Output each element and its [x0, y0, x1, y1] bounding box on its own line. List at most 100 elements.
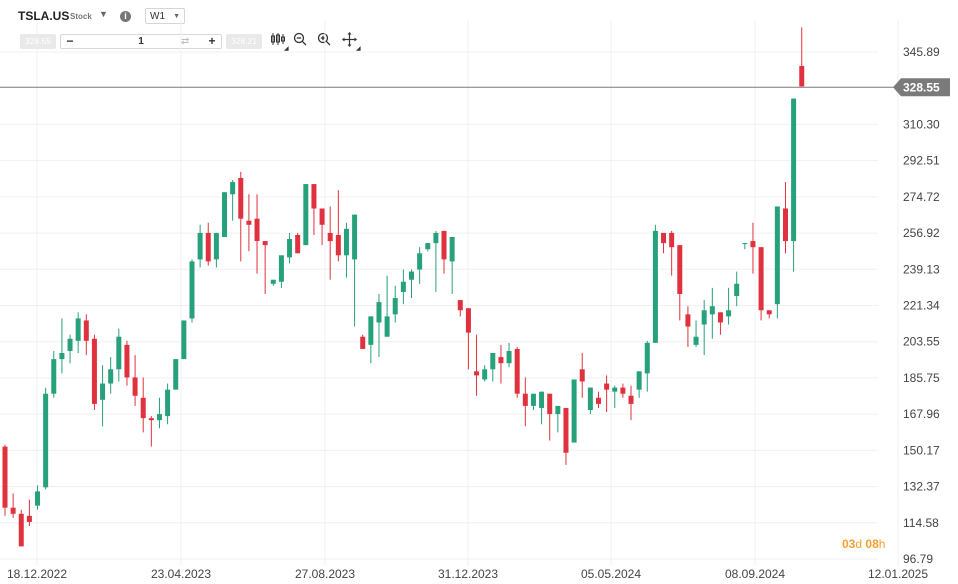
candle-body[interactable] [799, 66, 805, 87]
candle-body[interactable] [384, 316, 390, 337]
candle-body[interactable] [717, 312, 723, 323]
buy-price-button[interactable]: 328.21 [226, 34, 262, 49]
candle-body[interactable] [368, 316, 374, 345]
candle-body[interactable] [457, 300, 463, 311]
quantity-input[interactable]: 1 [138, 36, 144, 47]
candle-body[interactable] [709, 306, 715, 315]
candle-body[interactable] [18, 513, 24, 547]
candle-body[interactable] [595, 397, 601, 404]
candle-body[interactable] [506, 350, 512, 364]
candle-body[interactable] [409, 271, 414, 280]
candle-body[interactable] [392, 298, 398, 315]
candle-body[interactable] [246, 220, 252, 225]
zoom-out-icon[interactable] [293, 32, 307, 49]
candle-body[interactable] [693, 336, 699, 345]
candle-body[interactable] [51, 359, 57, 394]
candle-body[interactable] [343, 228, 349, 256]
candle-body[interactable] [43, 393, 49, 488]
candle-body[interactable] [734, 283, 740, 297]
candle-body[interactable] [335, 234, 341, 256]
candle-body[interactable] [701, 310, 707, 325]
candle-body[interactable] [433, 232, 439, 244]
symbol-dropdown-icon[interactable]: ▼ [99, 9, 108, 19]
candle-body[interactable] [587, 387, 593, 410]
candle-body[interactable] [490, 353, 496, 370]
candle-body[interactable] [287, 239, 293, 258]
candle-body[interactable] [782, 208, 788, 242]
sell-price-button[interactable]: 328.55 [20, 34, 56, 49]
candle-body[interactable] [230, 182, 236, 195]
increase-quantity-button[interactable]: + [208, 34, 216, 48]
candle-body[interactable] [173, 359, 179, 390]
candle-body[interactable] [148, 418, 154, 421]
candle-body[interactable] [10, 507, 16, 514]
candle-body[interactable] [222, 192, 228, 237]
candlestick-icon[interactable] [270, 32, 285, 49]
candle-body[interactable] [539, 391, 545, 408]
info-icon[interactable]: i [120, 11, 131, 22]
candle-body[interactable] [571, 379, 577, 443]
swap-icon[interactable]: ⇄ [181, 36, 190, 47]
candle-body[interactable] [124, 344, 130, 378]
candle-body[interactable] [441, 230, 447, 260]
candle-body[interactable] [766, 310, 772, 315]
candle-body[interactable] [140, 397, 146, 419]
candle-body[interactable] [165, 389, 171, 417]
candle-body[interactable] [644, 342, 650, 374]
candle-body[interactable] [750, 241, 756, 248]
symbol-label[interactable]: TSLA.US [18, 9, 70, 23]
candle-body[interactable] [652, 230, 658, 343]
candle-body[interactable] [91, 338, 97, 404]
candle-body[interactable] [791, 98, 797, 242]
candle-body[interactable] [417, 253, 423, 270]
candle-body[interactable] [108, 369, 114, 384]
candle-body[interactable] [327, 232, 333, 242]
candle-body[interactable] [669, 232, 675, 248]
candle-body[interactable] [238, 177, 244, 219]
candle-body[interactable] [465, 308, 471, 333]
candle-body[interactable] [197, 232, 203, 260]
candle-body[interactable] [449, 236, 455, 262]
candle-body[interactable] [156, 414, 162, 421]
candle-body[interactable] [774, 206, 780, 305]
candle-body[interactable] [726, 310, 732, 317]
candle-body[interactable] [83, 320, 89, 341]
candle-body[interactable] [319, 208, 325, 225]
candle-body[interactable] [26, 515, 32, 522]
candle-body[interactable] [311, 184, 317, 209]
candle-body[interactable] [116, 336, 122, 370]
candle-body[interactable] [579, 369, 585, 382]
candle-body[interactable] [498, 357, 504, 364]
candle-body[interactable] [522, 393, 528, 406]
candle-body[interactable] [352, 214, 358, 260]
candle-body[interactable] [530, 393, 536, 406]
candle-body[interactable] [742, 243, 748, 245]
decrease-quantity-button[interactable]: − [66, 34, 74, 48]
candle-body[interactable] [482, 369, 488, 380]
candle-body[interactable] [563, 407, 569, 453]
candle-body[interactable] [628, 395, 634, 404]
candle-body[interactable] [514, 348, 520, 394]
candle-body[interactable] [620, 387, 626, 394]
candle-body[interactable] [181, 320, 187, 360]
candle-body[interactable] [100, 383, 106, 400]
candle-body[interactable] [189, 261, 195, 319]
candle-body[interactable] [205, 232, 211, 262]
timeframe-select[interactable]: W1 ▼ [145, 8, 185, 24]
candle-body[interactable] [132, 377, 138, 396]
crosshair-icon[interactable] [342, 32, 357, 50]
quantity-stepper[interactable]: − 1 ⇄ + [60, 34, 222, 49]
candle-body[interactable] [303, 184, 309, 246]
candle-body[interactable] [661, 232, 667, 244]
candle-body[interactable] [547, 393, 553, 415]
candle-body[interactable] [2, 446, 8, 508]
candle-body[interactable] [677, 245, 683, 294]
candle-body[interactable] [295, 234, 301, 254]
candle-body[interactable] [213, 232, 219, 260]
candle-body[interactable] [758, 247, 764, 311]
candle-body[interactable] [278, 255, 284, 282]
candle-body[interactable] [376, 302, 382, 323]
candle-body[interactable] [604, 383, 610, 390]
candle-body[interactable] [254, 218, 260, 242]
